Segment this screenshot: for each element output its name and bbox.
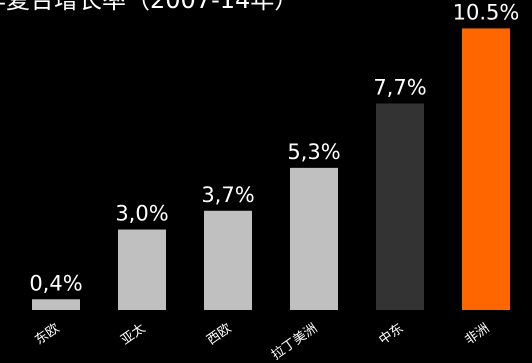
bar-4: [290, 167, 338, 310]
value-label-3: 3,7%: [201, 183, 254, 207]
bar-2: [118, 229, 166, 310]
value-label-6: 10.5%: [453, 0, 520, 24]
category-label-1: 东欧: [32, 321, 62, 348]
bar-3: [204, 210, 252, 310]
value-label-1: 0,4%: [29, 271, 82, 295]
category-labels-group: 东欧 亚太 西欧 拉丁美洲 中东 非洲: [32, 321, 492, 363]
value-labels-group: 0,4% 3,0% 3,7% 5,3% 7,7% 10.5%: [29, 0, 519, 295]
category-label-6: 非洲: [462, 321, 492, 348]
category-label-4: 拉丁美洲: [269, 321, 320, 363]
value-label-2: 3,0%: [115, 202, 168, 226]
category-label-2: 亚太: [118, 321, 148, 348]
bar-6: [462, 28, 510, 311]
bar-1: [32, 299, 80, 310]
chart-title: 年复合增长率（2007-14年）: [0, 0, 299, 14]
category-label-3: 西欧: [204, 321, 234, 348]
bar-5: [376, 103, 424, 310]
value-label-5: 7,7%: [373, 76, 426, 100]
category-label-5: 中东: [376, 321, 406, 348]
value-label-4: 5,3%: [287, 140, 340, 164]
bars-group: [32, 28, 510, 311]
